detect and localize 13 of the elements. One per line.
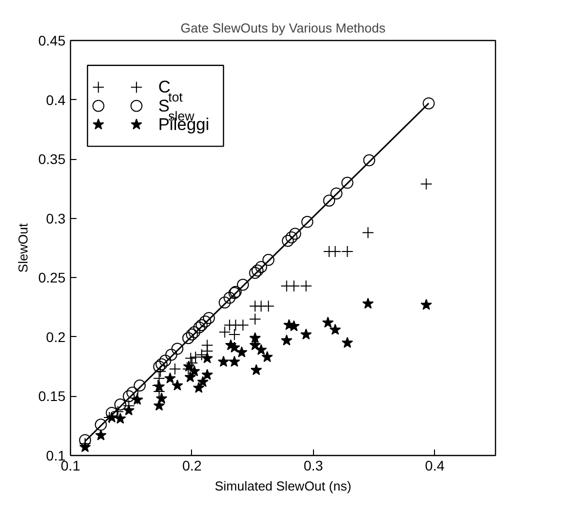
y-tick-label: 0.35 <box>38 151 66 168</box>
y-tick-label: 0.45 <box>38 32 66 48</box>
y-tick-label: 0.4 <box>46 92 66 108</box>
x-tick-label: 0.3 <box>304 458 324 474</box>
y-tick-label: 0.15 <box>38 388 66 404</box>
y-tick-label: 0.2 <box>46 328 66 345</box>
y-axis-title: SlewOut <box>15 223 30 273</box>
x-axis-title: Simulated SlewOut (ns) <box>214 478 352 494</box>
y-tick-label: 0.25 <box>38 270 66 286</box>
x-tick-label: 0.2 <box>182 458 202 474</box>
x-tick-label: 0.4 <box>425 458 445 474</box>
y-tick-label: 0.3 <box>46 210 66 226</box>
chart-title: Gate SlewOuts by Various Methods <box>180 20 386 36</box>
